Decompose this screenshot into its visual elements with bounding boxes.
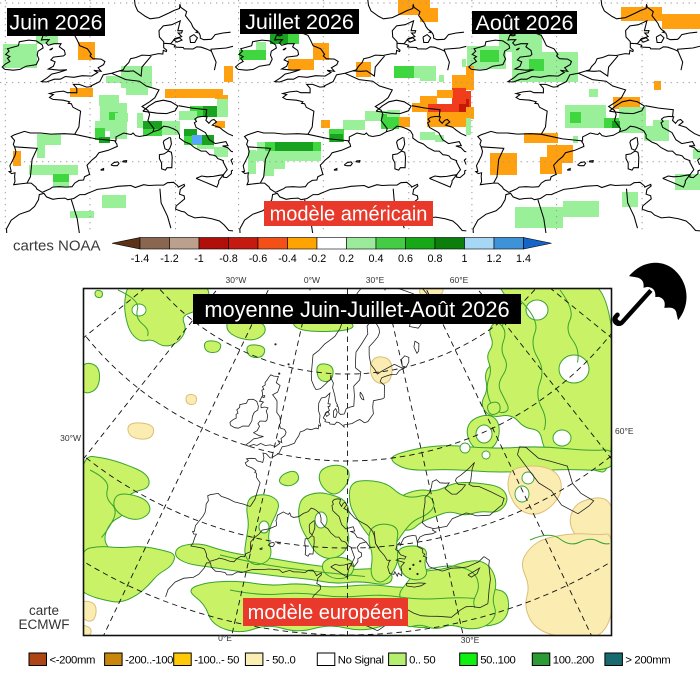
svg-text:0°E: 0°E bbox=[218, 633, 232, 643]
svg-text:carte: carte bbox=[29, 603, 59, 618]
svg-text:cartes NOAA: cartes NOAA bbox=[13, 238, 101, 255]
svg-text:Août 2026: Août 2026 bbox=[475, 11, 573, 35]
svg-text:30°W: 30°W bbox=[226, 275, 247, 285]
svg-text:-1.2: -1.2 bbox=[160, 253, 179, 265]
svg-text:- 50..0: - 50..0 bbox=[266, 655, 296, 667]
svg-text:30°W: 30°W bbox=[60, 433, 81, 443]
svg-text:1.2: 1.2 bbox=[486, 253, 501, 265]
svg-text:-0.8: -0.8 bbox=[219, 253, 238, 265]
svg-text:1.4: 1.4 bbox=[516, 253, 531, 265]
svg-text:modèle américain: modèle américain bbox=[270, 204, 428, 226]
svg-text:30°E: 30°E bbox=[461, 635, 480, 645]
svg-text:-0.4: -0.4 bbox=[278, 253, 297, 265]
svg-text:-100..- 50: -100..- 50 bbox=[194, 655, 239, 667]
svg-text:0°W: 0°W bbox=[304, 275, 320, 285]
svg-text:60°E: 60°E bbox=[450, 275, 469, 285]
svg-text:0.. 50: 0.. 50 bbox=[409, 655, 435, 667]
svg-text:> 200mm: > 200mm bbox=[625, 655, 670, 667]
svg-text:moyenne Juin-Juillet-Août 2026: moyenne Juin-Juillet-Août 2026 bbox=[204, 297, 509, 322]
svg-text:Juin 2026: Juin 2026 bbox=[9, 11, 102, 35]
svg-text:100..200: 100..200 bbox=[553, 655, 594, 667]
svg-text:<-200mm: <-200mm bbox=[50, 655, 96, 667]
svg-text:0.6: 0.6 bbox=[398, 253, 413, 265]
svg-text:modèle européen: modèle européen bbox=[248, 602, 404, 624]
svg-text:-1: -1 bbox=[194, 253, 204, 265]
svg-text:-0.2: -0.2 bbox=[308, 253, 327, 265]
svg-text:No Signal: No Signal bbox=[338, 655, 384, 667]
svg-text:-1.4: -1.4 bbox=[131, 253, 150, 265]
svg-text:50..100: 50..100 bbox=[480, 655, 515, 667]
svg-text:30°E: 30°E bbox=[366, 275, 385, 285]
svg-text:0.4: 0.4 bbox=[368, 253, 383, 265]
svg-text:ECMWF: ECMWF bbox=[19, 617, 70, 632]
svg-text:-200..-100: -200..-100 bbox=[125, 655, 173, 667]
svg-text:60°E: 60°E bbox=[615, 426, 634, 436]
svg-text:Juillet 2026: Juillet 2026 bbox=[245, 10, 354, 34]
svg-text:0.2: 0.2 bbox=[339, 253, 354, 265]
svg-text:-0.6: -0.6 bbox=[249, 253, 268, 265]
svg-text:1: 1 bbox=[461, 253, 467, 265]
svg-text:0.8: 0.8 bbox=[427, 253, 442, 265]
